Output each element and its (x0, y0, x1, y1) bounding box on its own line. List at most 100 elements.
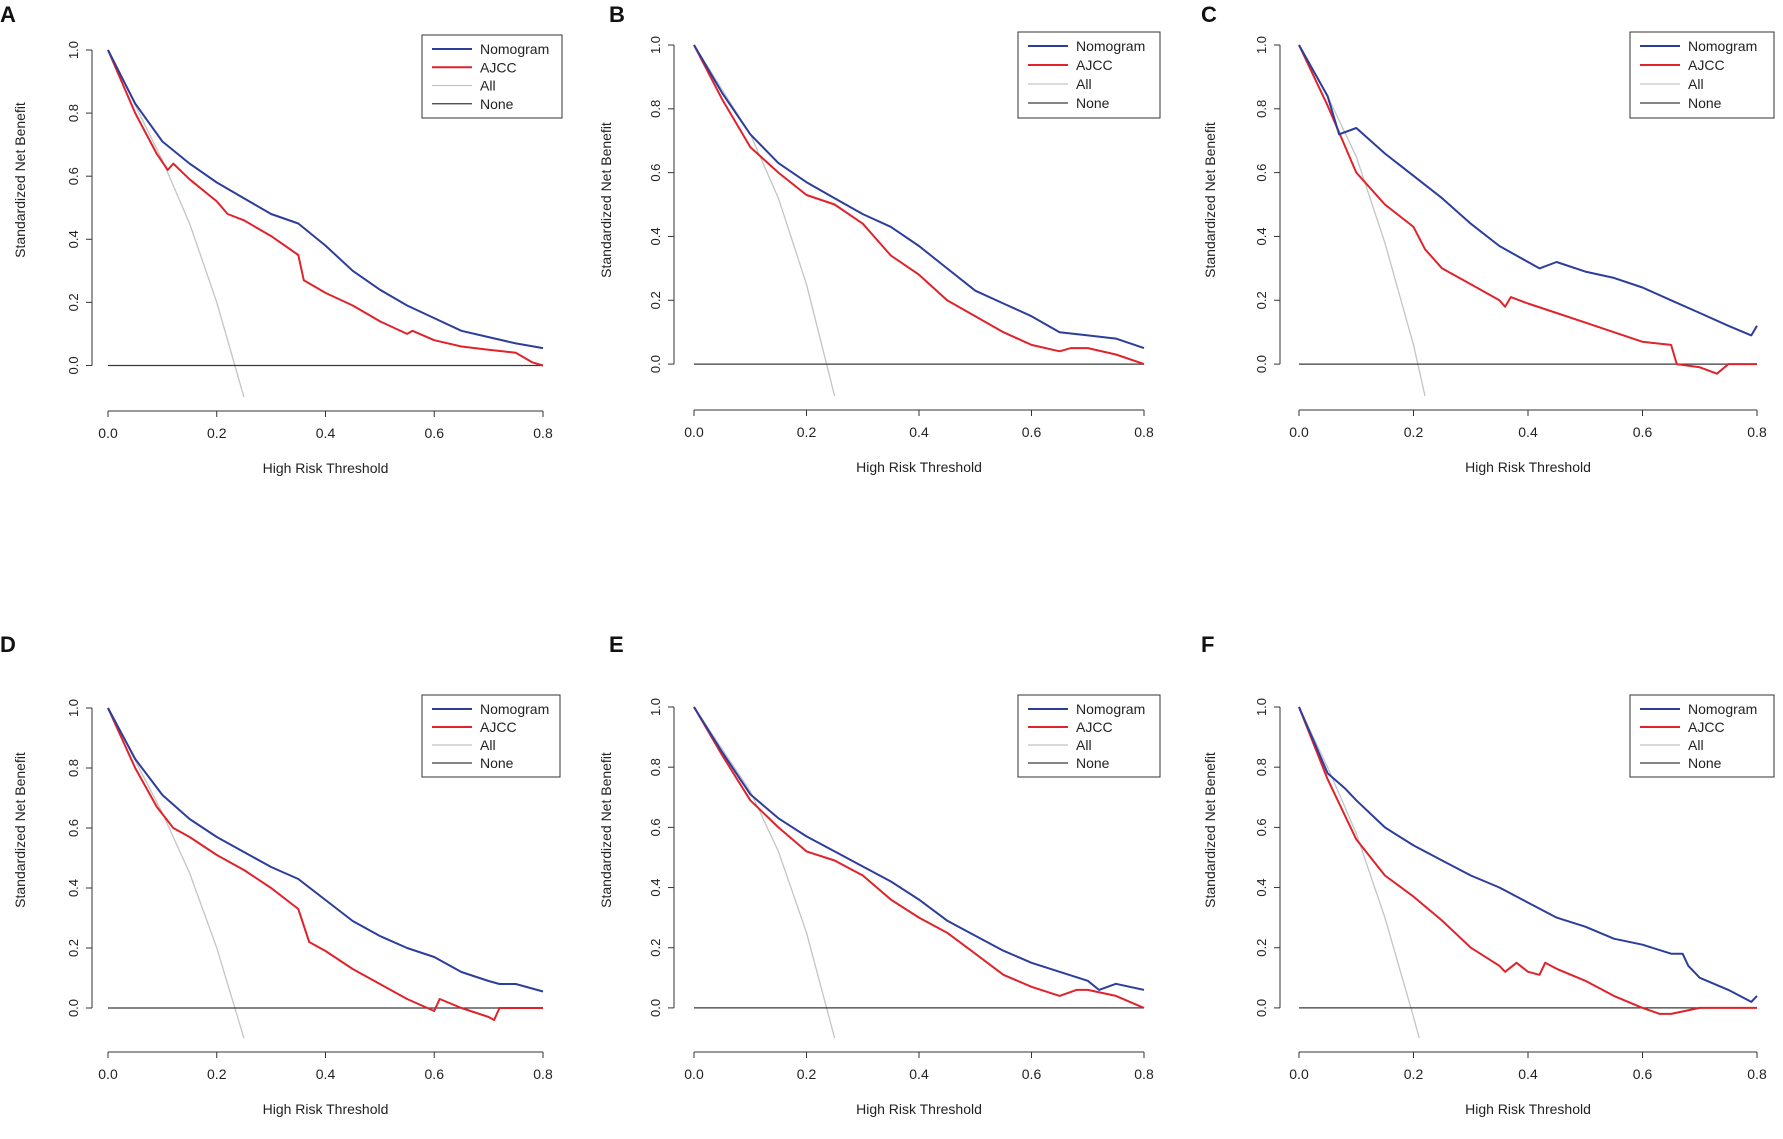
x-tick-label: 0.0 (1289, 1066, 1309, 1082)
legend-label-none: None (480, 96, 514, 112)
legend-label-all: All (1076, 76, 1092, 92)
series-line-ajcc (1298, 44, 1757, 375)
x-axis-title: High Risk Threshold (856, 459, 982, 475)
y-tick-label: 0.0 (1254, 999, 1269, 1017)
y-tick-label: 0.8 (1254, 100, 1269, 118)
legend-label-ajcc: AJCC (480, 59, 517, 75)
y-tick-label: 1.0 (1254, 36, 1269, 54)
series-line-all (1298, 706, 1420, 1039)
legend-label-none: None (1688, 95, 1722, 111)
series-line-nomogram (107, 49, 544, 350)
y-axis-title: Standardized Net Benefit (12, 102, 28, 258)
y-tick-label: 0.6 (1254, 164, 1269, 182)
legend-label-all: All (480, 737, 496, 753)
series-line-nomogram (1298, 706, 1758, 1003)
panel-label-a: A (0, 2, 16, 27)
legend-label-nomogram: Nomogram (1076, 38, 1145, 54)
x-tick-label: 0.0 (1289, 424, 1309, 440)
y-axis-title: Standardized Net Benefit (12, 752, 28, 908)
x-tick-label: 0.6 (1022, 1066, 1042, 1082)
chart-panel-b: B 0.0 0.2 0.4 0.6 0.8 1.0 0.0 0.2 0.4 0.6 0.8 High R… (598, 2, 1161, 475)
x-tick-label: 0.8 (1747, 1066, 1767, 1082)
y-axis-title: Standardized Net Benefit (598, 122, 614, 278)
y-tick-label: 0.6 (66, 167, 81, 185)
legend: Nomogram AJCC All None (1017, 694, 1161, 778)
series-line-ajcc (1298, 706, 1757, 1015)
legend-label-ajcc: AJCC (1688, 719, 1725, 735)
x-tick-label: 0.8 (1747, 424, 1767, 440)
series-line-nomogram (693, 44, 1145, 350)
x-tick-label: 0.6 (425, 425, 445, 441)
x-tick-label: 0.8 (1134, 1066, 1154, 1082)
panel-label-f: F (1201, 632, 1214, 657)
y-axis-title: Standardized Net Benefit (598, 752, 614, 908)
y-tick-label: 0.6 (66, 819, 81, 837)
y-tick-label: 0.6 (648, 164, 663, 182)
x-tick-label: 0.0 (684, 424, 704, 440)
y-tick-label: 0.8 (648, 758, 663, 776)
y-tick-label: 0.0 (1254, 355, 1269, 373)
y-axis-title: Standardized Net Benefit (1202, 752, 1218, 908)
x-axis-title: High Risk Threshold (1465, 1101, 1591, 1117)
y-tick-label: 0.0 (66, 999, 81, 1017)
y-tick-label: 1.0 (1254, 698, 1269, 716)
y-tick-label: 1.0 (648, 36, 663, 54)
legend-label-nomogram: Nomogram (480, 701, 549, 717)
chart-panel-d: D 0.0 0.2 0.4 0.6 0.8 1.0 0.0 0.2 0.4 0.6 0.8 High R… (0, 632, 561, 1117)
y-tick-label: 0.0 (648, 355, 663, 373)
x-tick-label: 0.0 (98, 1066, 118, 1082)
x-tick-label: 0.4 (316, 425, 336, 441)
y-tick-label: 0.2 (66, 293, 81, 311)
x-tick-label: 0.4 (316, 1066, 336, 1082)
legend-label-none: None (480, 755, 514, 771)
y-tick-label: 0.0 (66, 356, 81, 374)
series-line-nomogram (1298, 44, 1758, 337)
legend: Nomogram AJCC All None (1629, 694, 1775, 778)
series-line-nomogram (693, 706, 1145, 991)
panel-label-e: E (609, 632, 624, 657)
y-tick-label: 1.0 (66, 699, 81, 717)
y-tick-label: 0.8 (66, 759, 81, 777)
x-tick-label: 0.4 (1518, 1066, 1538, 1082)
chart-panel-a: A 0.0 0.2 0.4 0.6 0.8 1.0 0.0 0.2 0.4 0.6 0.8 High R… (0, 2, 563, 476)
panel-label-c: C (1201, 2, 1217, 27)
y-axis-title: Standardized Net Benefit (1202, 122, 1218, 278)
x-tick-label: 0.6 (1633, 424, 1653, 440)
series-line-ajcc (107, 707, 543, 1021)
y-tick-label: 1.0 (66, 41, 81, 59)
legend-label-nomogram: Nomogram (1076, 701, 1145, 717)
legend: Nomogram AJCC All None (1017, 31, 1161, 119)
y-tick-label: 0.4 (648, 879, 663, 897)
x-tick-label: 0.4 (909, 424, 929, 440)
y-tick-label: 0.2 (66, 939, 81, 957)
legend: Nomogram AJCC All None (1629, 31, 1775, 119)
x-tick-label: 0.4 (1518, 424, 1538, 440)
x-tick-label: 0.2 (797, 1066, 817, 1082)
x-tick-label: 0.6 (1633, 1066, 1653, 1082)
x-axis-title: High Risk Threshold (263, 460, 389, 476)
x-tick-label: 0.8 (533, 425, 553, 441)
legend-label-none: None (1076, 755, 1110, 771)
legend-label-ajcc: AJCC (1688, 57, 1725, 73)
legend-label-ajcc: AJCC (1076, 57, 1113, 73)
x-tick-label: 0.4 (909, 1066, 929, 1082)
y-tick-label: 0.4 (1254, 879, 1269, 897)
y-tick-label: 0.6 (648, 818, 663, 836)
x-tick-label: 0.2 (207, 425, 227, 441)
legend-label-nomogram: Nomogram (480, 41, 549, 57)
x-tick-label: 0.2 (207, 1066, 227, 1082)
y-tick-label: 0.4 (648, 227, 663, 245)
x-axis-title: High Risk Threshold (1465, 459, 1591, 475)
y-tick-label: 0.4 (66, 879, 81, 897)
series-line-nomogram (107, 707, 544, 993)
x-tick-label: 0.2 (1404, 424, 1424, 440)
x-tick-label: 0.2 (1404, 1066, 1424, 1082)
x-axis-title: High Risk Threshold (856, 1101, 982, 1117)
legend: Nomogram AJCC All None (421, 694, 561, 778)
legend: Nomogram AJCC All None (421, 34, 563, 119)
y-tick-label: 0.0 (648, 999, 663, 1017)
series-line-all (693, 44, 836, 397)
legend-label-all: All (1688, 737, 1704, 753)
x-tick-label: 0.8 (533, 1066, 553, 1082)
